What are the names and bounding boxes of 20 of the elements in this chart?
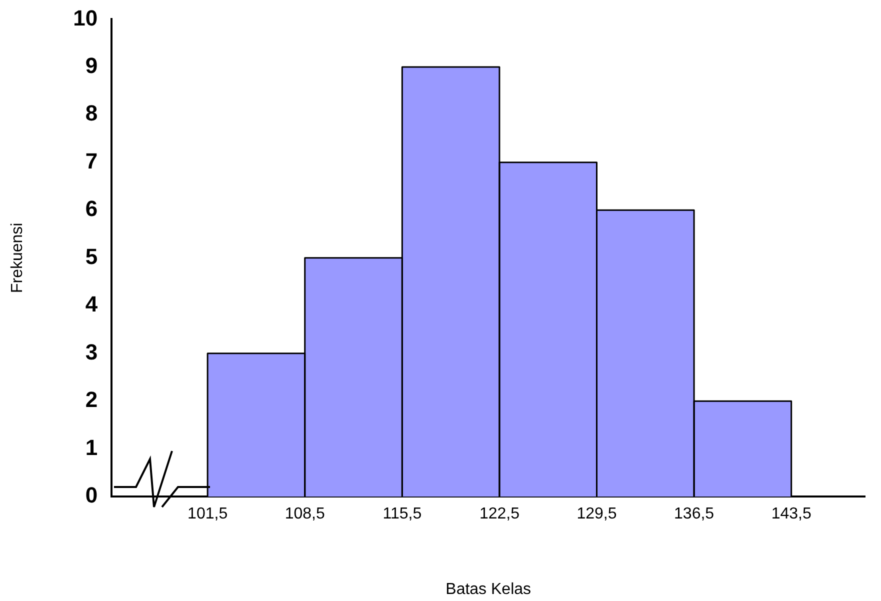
- y-tick-label: 7: [85, 148, 98, 174]
- x-axis-title: Batas Kelas: [446, 580, 532, 598]
- y-tick-label: 9: [85, 53, 98, 78]
- x-tick-label: 122,5: [479, 506, 520, 523]
- x-tick-label: 108,5: [284, 506, 325, 523]
- y-tick-label: 4: [85, 292, 98, 317]
- y-tick-label: 0: [85, 482, 98, 508]
- x-tick-label: 101,5: [188, 506, 228, 523]
- x-tick-label: 115,5: [382, 506, 422, 523]
- x-tick-label: 136,5: [674, 506, 714, 523]
- x-tick-label: 143,5: [771, 506, 812, 523]
- y-tick-label: 6: [85, 196, 98, 222]
- y-tick-label: 1: [85, 434, 98, 460]
- y-tick-label: 5: [85, 244, 98, 269]
- y-tick-label: 3: [85, 339, 98, 364]
- y-tick-label: 8: [85, 100, 98, 126]
- y-axis-title: Frekuensi: [9, 222, 26, 294]
- x-tick-label: 129,5: [576, 506, 617, 523]
- y-tick-label: 2: [85, 387, 98, 412]
- y-tick-label: 10: [73, 5, 98, 30]
